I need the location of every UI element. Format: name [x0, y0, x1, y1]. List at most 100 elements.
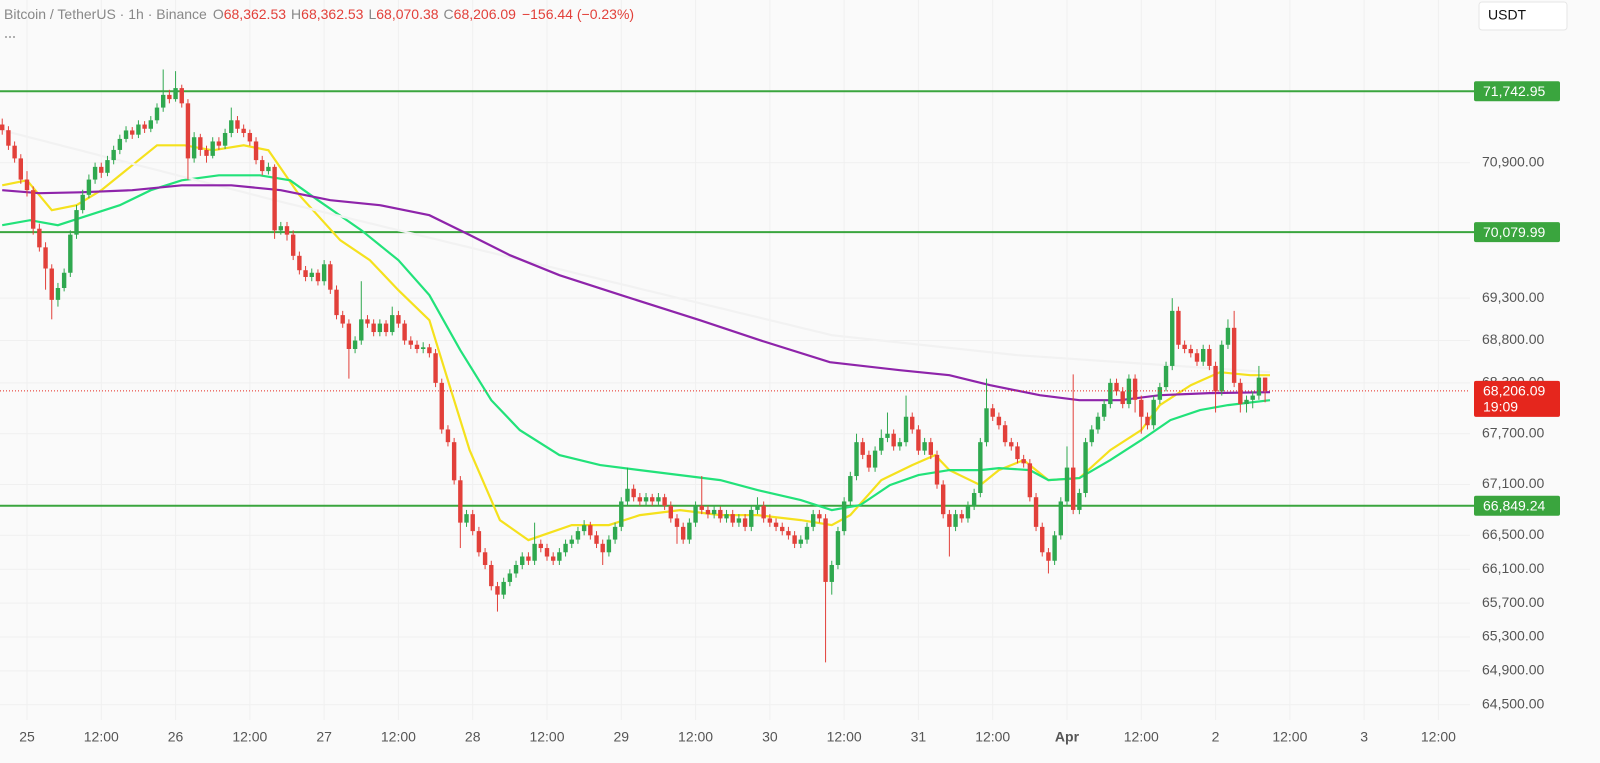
candle-body [532, 543, 537, 561]
candle-body [1046, 552, 1051, 561]
change: −156.44 (−0.23%) [522, 6, 634, 22]
candle-body [173, 88, 178, 100]
candle-body [804, 526, 810, 540]
x-tick-label: 25 [19, 729, 35, 745]
x-tick-label: 2 [1212, 729, 1220, 745]
candle-body [1040, 526, 1045, 553]
candle-body [61, 272, 67, 288]
candle-body [687, 522, 692, 540]
candle-body [383, 323, 389, 333]
candle-body [402, 323, 407, 341]
candle-body [996, 416, 1002, 426]
candle-body [650, 497, 655, 502]
candle-body [1015, 446, 1020, 460]
candle-body [953, 514, 958, 527]
y-tick-label: 69,300.00 [1482, 289, 1544, 305]
currency[interactable]: USDT [1488, 7, 1527, 23]
y-tick-label: 67,100.00 [1482, 475, 1544, 491]
candle-body [396, 315, 401, 324]
candle-body [427, 347, 432, 354]
y-tick-label: 64,900.00 [1482, 662, 1544, 678]
candle-body [123, 130, 129, 139]
candle-body [49, 268, 54, 300]
candle-body [284, 226, 290, 235]
candle-body [1188, 348, 1194, 354]
candle-body [495, 586, 500, 595]
x-tick-label: 12:00 [678, 729, 713, 745]
x-tick-label: 12:00 [529, 729, 564, 745]
candle-body [24, 179, 30, 191]
candle-body [1070, 467, 1076, 510]
candle-body [971, 492, 977, 506]
currency-box[interactable] [1478, 1, 1568, 31]
candle-body [711, 509, 717, 515]
candle-body [210, 141, 215, 156]
candle-body [575, 531, 581, 540]
x-tick-label: 28 [465, 729, 481, 745]
candle-body [1256, 377, 1262, 396]
candle-body [420, 347, 426, 349]
y-tick-label: 65,700.00 [1482, 594, 1544, 610]
candle-body [439, 382, 444, 430]
candle-body [266, 166, 271, 172]
candle-body [297, 255, 302, 271]
x-tick-label: 12:00 [1124, 729, 1159, 745]
candle-body [810, 514, 816, 527]
candle-body [879, 437, 884, 451]
x-tick-label: Apr [1055, 729, 1080, 745]
candle-body [674, 518, 680, 527]
grid [0, 0, 1470, 720]
candle-body [594, 535, 599, 544]
candle-body [891, 433, 896, 447]
candle-body [693, 505, 698, 523]
candle-body [92, 166, 98, 180]
candle-body [841, 501, 847, 532]
candle-body [563, 543, 568, 553]
candle-body [1120, 391, 1125, 405]
candle-body [600, 543, 605, 553]
x-tick-label: 27 [316, 729, 332, 745]
level-label-box [1474, 222, 1560, 243]
candle-body [1002, 425, 1008, 443]
candle-body [557, 552, 562, 561]
more-icon [5, 36, 15, 38]
candle-body [749, 509, 754, 527]
candle-body [1207, 348, 1212, 366]
ohlc-value: 68,362.53 [224, 6, 286, 22]
candle-body [80, 194, 85, 211]
y-tick-label: 66,500.00 [1482, 526, 1544, 542]
plot [0, 69, 1474, 663]
candle-body [922, 442, 927, 451]
candle-body [86, 179, 92, 195]
candle-body [117, 138, 123, 150]
last-price-label: 68,206.09 [1483, 383, 1545, 399]
candle-body [451, 442, 457, 481]
x-tick-label: 12:00 [1272, 729, 1307, 745]
candle-body [668, 505, 674, 519]
candle-body [37, 228, 42, 248]
candle-body [99, 166, 104, 173]
candle-body [835, 531, 841, 565]
level-label-box [1474, 81, 1560, 102]
candle-body [792, 535, 797, 544]
candle-body [848, 476, 853, 502]
ohlc-key: L [368, 6, 376, 22]
candle-body [1021, 459, 1026, 464]
candle-body [142, 124, 147, 129]
candle-body [550, 556, 556, 561]
candle-body [303, 270, 308, 277]
candle-body [501, 581, 506, 595]
candle-body [544, 548, 550, 557]
candle-body [1027, 463, 1033, 498]
candle-body [1101, 404, 1107, 417]
candle-body [167, 94, 172, 100]
y-tick-label: 64,500.00 [1482, 695, 1544, 711]
candle-body [229, 120, 234, 133]
candle-body [191, 137, 197, 159]
candle-body [136, 124, 141, 135]
candle-body [1089, 429, 1094, 443]
candle-body [947, 514, 952, 527]
candle-body [1095, 416, 1101, 430]
